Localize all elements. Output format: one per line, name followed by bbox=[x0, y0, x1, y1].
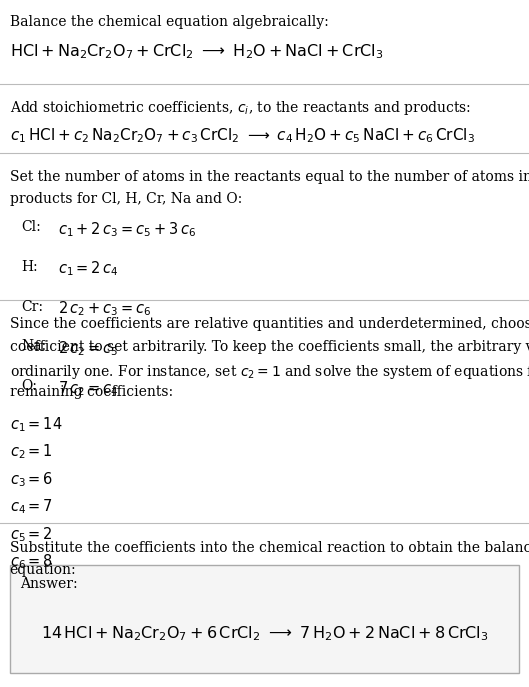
Text: Cl:: Cl: bbox=[21, 220, 41, 234]
Text: equation:: equation: bbox=[10, 563, 76, 577]
Text: Substitute the coefficients into the chemical reaction to obtain the balanced: Substitute the coefficients into the che… bbox=[10, 541, 529, 554]
Text: Balance the chemical equation algebraically:: Balance the chemical equation algebraica… bbox=[10, 15, 329, 29]
Text: $c_1\,\mathrm{HCl} + c_2\,\mathrm{Na_2Cr_2O_7} + c_3\,\mathrm{CrCl_2}$$\ \longri: $c_1\,\mathrm{HCl} + c_2\,\mathrm{Na_2Cr… bbox=[10, 126, 475, 145]
Text: $14\,\mathrm{HCl + Na_2Cr_2O_7 + 6\,CrCl_2}$$\ \longrightarrow\ $$7\,\mathrm{H_2: $14\,\mathrm{HCl + Na_2Cr_2O_7 + 6\,CrCl… bbox=[41, 624, 488, 643]
Text: $c_3 = 6$: $c_3 = 6$ bbox=[10, 470, 53, 488]
Text: ordinarily one. For instance, set $c_2 = 1$ and solve the system of equations fo: ordinarily one. For instance, set $c_2 =… bbox=[10, 363, 529, 381]
Text: products for Cl, H, Cr, Na and O:: products for Cl, H, Cr, Na and O: bbox=[10, 192, 242, 206]
Text: $c_6 = 8$: $c_6 = 8$ bbox=[10, 552, 53, 571]
Text: $c_1 = 2\,c_4$: $c_1 = 2\,c_4$ bbox=[58, 260, 119, 278]
Text: H:: H: bbox=[21, 260, 38, 273]
FancyBboxPatch shape bbox=[10, 565, 519, 673]
Text: remaining coefficients:: remaining coefficients: bbox=[10, 385, 172, 399]
Text: $c_5 = 2$: $c_5 = 2$ bbox=[10, 525, 52, 543]
Text: $c_1 = 14$: $c_1 = 14$ bbox=[10, 415, 62, 433]
Text: Na:: Na: bbox=[21, 339, 46, 353]
Text: $2\,c_2 + c_3 = c_6$: $2\,c_2 + c_3 = c_6$ bbox=[58, 300, 152, 318]
Text: coefficient to set arbitrarily. To keep the coefficients small, the arbitrary va: coefficient to set arbitrarily. To keep … bbox=[10, 340, 529, 354]
Text: Add stoichiometric coefficients, $c_i$, to the reactants and products:: Add stoichiometric coefficients, $c_i$, … bbox=[10, 99, 471, 117]
Text: Cr:: Cr: bbox=[21, 300, 43, 313]
Text: $\mathrm{HCl + Na_2Cr_2O_7 + CrCl_2}$$\ \longrightarrow\ $$\mathrm{H_2O + NaCl +: $\mathrm{HCl + Na_2Cr_2O_7 + CrCl_2}$$\ … bbox=[10, 43, 383, 61]
Text: $c_4 = 7$: $c_4 = 7$ bbox=[10, 497, 52, 516]
Text: $7\,c_2 = c_4$: $7\,c_2 = c_4$ bbox=[58, 379, 119, 398]
Text: O:: O: bbox=[21, 379, 37, 393]
Text: Answer:: Answer: bbox=[20, 577, 78, 591]
Text: Since the coefficients are relative quantities and underdetermined, choose a: Since the coefficients are relative quan… bbox=[10, 317, 529, 331]
Text: $2\,c_2 = c_5$: $2\,c_2 = c_5$ bbox=[58, 339, 118, 358]
Text: $c_2 = 1$: $c_2 = 1$ bbox=[10, 442, 52, 461]
Text: $c_1 + 2\,c_3 = c_5 + 3\,c_6$: $c_1 + 2\,c_3 = c_5 + 3\,c_6$ bbox=[58, 220, 196, 238]
Text: Set the number of atoms in the reactants equal to the number of atoms in the: Set the number of atoms in the reactants… bbox=[10, 170, 529, 183]
